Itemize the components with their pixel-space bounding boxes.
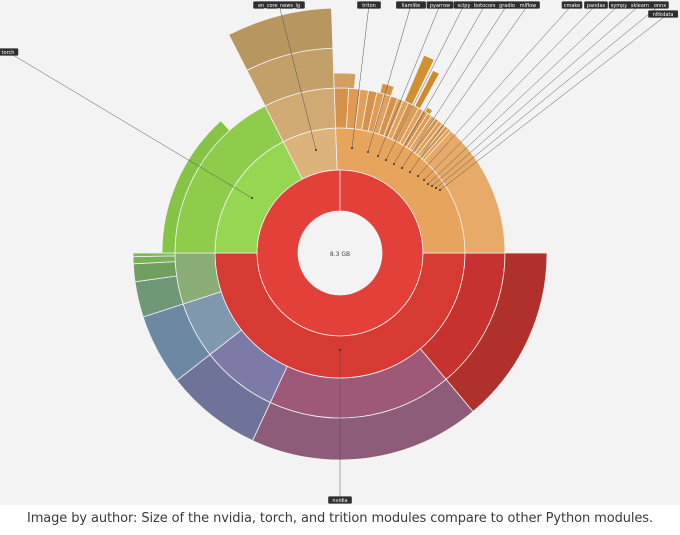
leader-dot-cmake bbox=[417, 175, 419, 177]
label-tag-text-pyarrow: pyarrow bbox=[430, 3, 450, 9]
label-tag-text-pandas: pandas bbox=[587, 3, 606, 9]
label-tag-onnx: onnx bbox=[651, 1, 669, 9]
label-tag-sklearn: sklearn bbox=[626, 1, 654, 9]
leader-dot-gradio bbox=[401, 167, 403, 169]
label-tag-cmake: cmake bbox=[561, 1, 583, 9]
label-tag-text-nvidia: nvidia bbox=[332, 498, 347, 504]
label-tag-box-torch bbox=[0, 48, 19, 56]
leader-dot-pyarrow bbox=[377, 155, 379, 157]
label-tag-text-triton: triton bbox=[362, 3, 376, 9]
leader-line-gradio bbox=[401, 4, 508, 169]
label-tag-box-llamlite bbox=[396, 1, 426, 9]
leader-line-triton bbox=[351, 4, 370, 149]
label-tag-box-sklearn bbox=[626, 1, 654, 9]
segment-others-l4-0 bbox=[333, 72, 357, 90]
segment-others-l4-3 bbox=[403, 54, 435, 106]
label-tag-box-nltkdata bbox=[648, 10, 678, 18]
leader-dot-nvidia bbox=[339, 349, 341, 351]
leader-dot-scipy bbox=[385, 159, 387, 161]
segment-nvidia-l4-7 bbox=[132, 252, 176, 258]
label-tag-triton: triton bbox=[357, 1, 381, 9]
segment-others-l4-5 bbox=[424, 106, 434, 116]
leader-line-cmake bbox=[417, 4, 573, 177]
label-tag-mlflow: mlflow bbox=[516, 1, 540, 9]
label-tag-box-pandas bbox=[584, 1, 608, 9]
leader-line-sklearn bbox=[431, 4, 641, 187]
label-tag-text-cmake: cmake bbox=[564, 3, 580, 9]
segment-torch-l4 bbox=[161, 120, 231, 254]
label-tag-scipy: scipy bbox=[453, 1, 475, 9]
label-tag-text-mlflow: mlflow bbox=[520, 3, 537, 9]
segment-others-l4-2 bbox=[379, 82, 395, 97]
label-tag-torch: torch bbox=[0, 48, 19, 56]
segment-others-l4-4 bbox=[414, 69, 440, 110]
label-tag-en_core_news_lg: en_core_news_lg bbox=[253, 1, 305, 9]
label-tag-botocore: botocore bbox=[470, 1, 500, 9]
label-tag-text-nltkdata: nltkdata bbox=[653, 12, 674, 18]
leader-dot-mlflow bbox=[409, 171, 411, 173]
label-tag-text-botocore: botocore bbox=[474, 3, 496, 9]
label-tag-box-nvidia bbox=[328, 496, 352, 504]
segment-others-l3-rest bbox=[423, 130, 506, 254]
leader-line-botocore bbox=[393, 4, 486, 165]
label-tag-text-torch: torch bbox=[2, 50, 15, 56]
sunburst-segments bbox=[132, 7, 548, 461]
label-tag-text-llamlite: llamlite bbox=[402, 3, 421, 9]
label-tag-box-mlflow bbox=[516, 1, 540, 9]
center-total-label: 8.3 GB bbox=[330, 251, 350, 258]
label-tag-pyarrow: pyarrow bbox=[426, 1, 454, 9]
label-tag-box-triton bbox=[357, 1, 381, 9]
label-tag-llamlite: llamlite bbox=[396, 1, 426, 9]
leader-line-en_core_news_lg bbox=[278, 4, 317, 151]
leader-line-pyarrow bbox=[377, 4, 441, 157]
label-tag-box-sympy bbox=[608, 1, 630, 9]
segment-triton-l5 bbox=[228, 7, 334, 71]
label-tag-text-sklearn: sklearn bbox=[631, 3, 649, 9]
leader-dot-sklearn bbox=[431, 185, 433, 187]
label-tag-sympy: sympy bbox=[608, 1, 630, 9]
leader-dot-nltkdata bbox=[439, 189, 441, 191]
label-tag-box-botocore bbox=[470, 1, 500, 9]
leader-dot-triton bbox=[351, 147, 353, 149]
label-tags: nvidia torch en_core_news_lg triton llamlite… bbox=[0, 1, 678, 504]
leader-dot-en_core_news_lg bbox=[315, 149, 317, 151]
sunburst-chart: nvidia torch en_core_news_lg triton llamlite… bbox=[0, 0, 680, 505]
figure-caption: Image by author: Size of the nvidia, tor… bbox=[26, 511, 654, 526]
leader-dot-llamlite bbox=[367, 151, 369, 153]
leader-line-onnx bbox=[435, 4, 661, 189]
leader-line-pandas bbox=[423, 4, 597, 181]
label-tag-box-gradio bbox=[495, 1, 519, 9]
label-tag-text-sympy: sympy bbox=[611, 3, 628, 9]
label-tag-box-cmake bbox=[561, 1, 583, 9]
leader-dot-onnx bbox=[435, 187, 437, 189]
leader-line-sympy bbox=[427, 4, 620, 185]
label-tag-gradio: gradio bbox=[495, 1, 519, 9]
label-tag-box-en_core_news_lg bbox=[253, 1, 305, 9]
label-tag-pandas: pandas bbox=[584, 1, 608, 9]
label-tag-nltkdata: nltkdata bbox=[648, 10, 678, 18]
leader-line-mlflow bbox=[409, 4, 529, 173]
label-tag-text-onnx: onnx bbox=[654, 3, 666, 9]
leader-line-torch bbox=[7, 51, 253, 199]
leader-line-llamlite bbox=[367, 4, 412, 153]
label-tag-text-gradio: gradio bbox=[499, 3, 515, 9]
label-tag-box-pyarrow bbox=[426, 1, 454, 9]
label-tag-text-en_core_news_lg: en_core_news_lg bbox=[258, 3, 300, 9]
label-leader-lines bbox=[7, 4, 669, 500]
leader-dot-sympy bbox=[427, 183, 429, 185]
label-tag-nvidia: nvidia bbox=[328, 496, 352, 504]
sunburst-svg: nvidia torch en_core_news_lg triton llamlite… bbox=[0, 1, 678, 504]
leader-dot-botocore bbox=[393, 163, 395, 165]
leader-line-scipy bbox=[385, 4, 465, 161]
label-tag-text-scipy: scipy bbox=[458, 3, 471, 9]
label-tag-box-scipy bbox=[453, 1, 475, 9]
leader-dot-pandas bbox=[423, 179, 425, 181]
leader-dot-torch bbox=[251, 197, 253, 199]
leader-line-nltkdata bbox=[439, 13, 669, 191]
label-tag-box-onnx bbox=[651, 1, 669, 9]
